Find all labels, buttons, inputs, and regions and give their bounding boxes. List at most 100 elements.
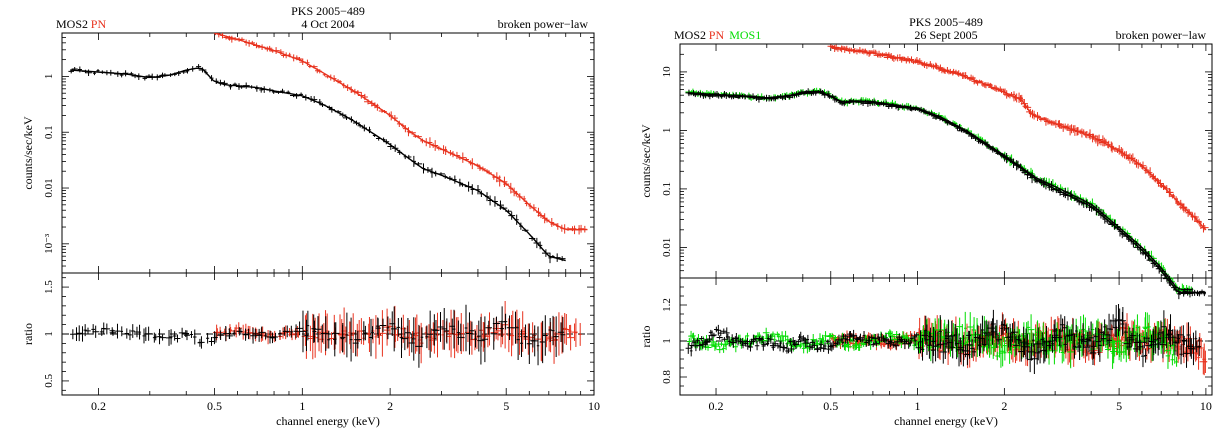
ratio-point: [85, 327, 91, 335]
ratio-point: [1062, 316, 1068, 340]
ratio-point: [519, 329, 524, 358]
data-point: [568, 226, 577, 232]
x-tick-label: 1: [299, 399, 305, 413]
ratio-point: [1087, 328, 1091, 353]
ratio-point: [114, 323, 121, 339]
ratio-point: [1108, 319, 1113, 340]
series-pn: [213, 33, 588, 235]
ratio-point: [1147, 314, 1151, 340]
ratio-point: [709, 336, 717, 347]
ratio-point: [685, 342, 691, 354]
ratio-point: [806, 334, 810, 345]
ratio-point: [872, 341, 880, 347]
ratio-point: [1003, 344, 1007, 361]
ratio-point: [788, 344, 796, 354]
ratio-point: [820, 337, 827, 346]
ratio-point: [924, 324, 929, 355]
ratio-point: [814, 346, 822, 352]
ratio-point: [1144, 348, 1147, 363]
ratio-point: [905, 334, 910, 341]
legend-entry-mos1: MOS1: [729, 28, 761, 42]
ratio-point: [967, 312, 973, 342]
ratio-point: [264, 332, 268, 340]
ratio-point: [481, 316, 489, 363]
ratio-point: [1017, 334, 1022, 347]
ratio-point: [1158, 320, 1163, 346]
ratio-point: [349, 317, 353, 362]
ratio-point: [995, 335, 1003, 345]
ratio-point: [318, 325, 325, 353]
ratio-point: [138, 324, 142, 340]
x-tick-label: 0.5: [823, 399, 838, 413]
y-axis-label-spectrum: counts/sec/keV: [21, 116, 35, 190]
ratio-point: [396, 317, 401, 337]
ratio-point: [92, 325, 99, 338]
ratio-point: [852, 340, 860, 351]
ratio-point: [441, 307, 447, 350]
x-tick-label: 1: [915, 399, 921, 413]
ratio-point: [316, 313, 322, 352]
ratio-point: [1114, 304, 1118, 338]
ratio-point: [1197, 345, 1200, 370]
ratio-point: [332, 322, 340, 345]
ratio-point: [909, 333, 914, 344]
ratio-point: [914, 332, 920, 338]
ratio-point: [972, 317, 977, 343]
ratio-point: [705, 338, 710, 346]
data-point: [734, 92, 738, 99]
ratio-point: [721, 343, 726, 353]
ratio-point: [913, 335, 917, 347]
ratio-point: [1069, 329, 1074, 341]
ratio-point: [456, 320, 460, 345]
ratio-point: [76, 325, 83, 342]
ratio-point: [779, 340, 783, 346]
ratio-point: [761, 341, 766, 351]
ratio-point: [747, 342, 754, 352]
ratio-point: [284, 325, 290, 338]
ratio-point: [1194, 330, 1198, 348]
ratio-point: [1034, 341, 1040, 365]
ratio-point: [819, 340, 824, 349]
ratio-point: [766, 334, 770, 343]
ratio-point: [1175, 356, 1179, 367]
ratio-point: [785, 342, 789, 354]
ratio-point: [1048, 333, 1053, 349]
data-point: [755, 95, 763, 103]
data-point: [896, 104, 901, 111]
ratio-point: [252, 328, 259, 339]
ratio-point: [1024, 333, 1031, 361]
ratio-point: [452, 309, 456, 349]
model-line: [830, 46, 1207, 231]
ratio-point: [258, 326, 266, 339]
ratio-point: [270, 332, 275, 344]
ratio-point: [312, 320, 317, 343]
ratio-point: [796, 339, 801, 345]
ratio-point: [768, 334, 774, 344]
data-point: [696, 90, 700, 96]
ratio-point: [1187, 336, 1194, 357]
ratio-point: [531, 325, 539, 357]
ratio-point: [182, 330, 190, 337]
data-point: [85, 69, 92, 77]
ratio-point: [401, 327, 408, 351]
ratio-point: [474, 330, 477, 348]
ratio-point: [699, 335, 705, 341]
y-tick-label: 10: [661, 66, 673, 78]
ratio-point: [829, 332, 836, 339]
ratio-point: [841, 337, 845, 348]
data-point: [293, 93, 300, 99]
plot-area: [68, 33, 588, 368]
x-tick-label: 2: [1001, 399, 1007, 413]
ratio-point: [578, 323, 582, 346]
ratio-point: [1141, 331, 1146, 341]
ratio-point: [178, 327, 186, 338]
ratio-point: [278, 329, 282, 338]
ratio-point: [503, 313, 508, 330]
data-point: [470, 184, 475, 195]
ratio-point: [1170, 354, 1175, 366]
ratio-point: [730, 337, 737, 348]
ratio-point: [733, 341, 739, 353]
ratio-point: [1082, 317, 1088, 345]
model-line: [688, 91, 1206, 294]
ratio-point: [189, 331, 194, 339]
